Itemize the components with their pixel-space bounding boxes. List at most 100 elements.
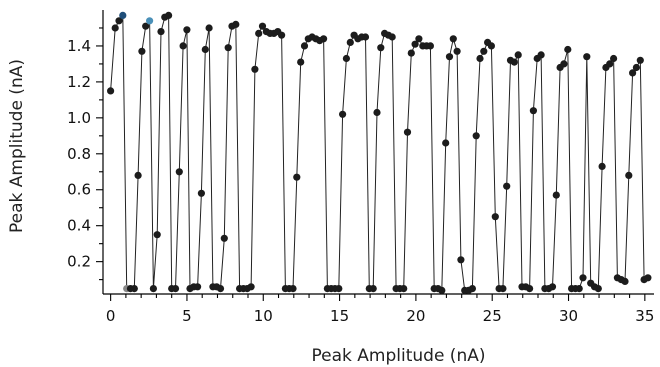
data-point	[636, 56, 644, 64]
data-point	[445, 53, 454, 61]
data-point	[468, 285, 476, 293]
y-tick-label: 0.8	[67, 145, 91, 163]
y-axis-title: Peak Amplitude (nA)	[7, 59, 27, 233]
data-point	[510, 58, 518, 66]
data-point	[438, 286, 446, 294]
data-point	[453, 47, 461, 55]
data-point	[487, 42, 495, 50]
data-point	[197, 189, 205, 197]
data-point	[632, 63, 641, 72]
data-point	[297, 58, 305, 66]
x-tick-label: 5	[182, 307, 192, 325]
data-point	[629, 69, 637, 77]
data-point	[107, 87, 115, 95]
data-point	[255, 29, 263, 37]
data-point	[537, 51, 545, 59]
data-point	[621, 277, 629, 285]
data-point	[598, 162, 606, 170]
x-tick-label: 15	[330, 307, 349, 325]
data-point	[403, 128, 412, 136]
data-point	[361, 33, 370, 41]
data-point	[201, 45, 209, 54]
data-point	[115, 17, 123, 25]
data-point	[220, 234, 228, 242]
data-point	[548, 283, 557, 291]
data-point	[320, 35, 328, 43]
data-point	[183, 26, 191, 34]
data-point	[644, 274, 652, 282]
data-point	[583, 53, 591, 61]
y-tick-label: 0.4	[67, 217, 91, 235]
data-point	[300, 42, 309, 50]
data-point	[369, 285, 377, 293]
data-point	[194, 283, 202, 291]
series-line	[110, 13, 649, 292]
data-point	[476, 54, 484, 63]
data-point	[388, 33, 396, 41]
data-point	[415, 35, 423, 43]
y-tick-label: 0.6	[67, 181, 91, 199]
data-point	[426, 42, 434, 50]
data-point	[457, 256, 465, 264]
data-point	[503, 182, 511, 190]
data-point	[146, 17, 154, 25]
data-point	[575, 285, 583, 293]
data-point	[339, 110, 347, 118]
data-point	[377, 44, 385, 52]
data-point	[442, 139, 450, 147]
data-point	[480, 47, 488, 55]
plot-area	[107, 11, 652, 294]
data-point	[514, 51, 522, 59]
data-point	[153, 231, 161, 239]
data-point	[171, 285, 180, 293]
data-point	[373, 108, 381, 117]
x-tick-label: 25	[483, 307, 502, 325]
data-point	[407, 49, 415, 57]
data-point	[179, 42, 187, 50]
data-point	[579, 274, 587, 282]
data-point	[610, 54, 618, 63]
data-point	[342, 54, 350, 63]
data-point	[258, 22, 267, 30]
data-point	[564, 45, 572, 54]
y-tick-label: 1.0	[67, 109, 91, 127]
y-tick-label: 1.2	[67, 73, 91, 91]
data-point	[278, 31, 286, 39]
data-point	[175, 168, 183, 176]
data-point	[224, 44, 232, 52]
data-point	[247, 283, 255, 291]
data-point	[526, 285, 534, 293]
data-point	[251, 65, 259, 73]
data-point	[552, 191, 560, 199]
data-point	[232, 20, 240, 28]
data-point	[606, 60, 614, 68]
data-point	[149, 285, 157, 293]
data-point	[119, 11, 127, 19]
data-point	[400, 285, 408, 293]
x-axis-ticks: 0 5 10 15 20 25 30 35	[106, 294, 654, 325]
data-point	[335, 285, 343, 293]
data-point	[138, 47, 146, 55]
data-point	[157, 28, 165, 36]
data-point	[293, 173, 301, 181]
y-axis-ticks: 0.2 0.4 0.6 0.8 1.0 1.2 1.4	[67, 27, 103, 281]
x-axis-title: Peak Amplitude (nA)	[312, 346, 486, 366]
x-tick-label: 10	[254, 307, 273, 325]
axes	[102, 10, 654, 295]
data-point	[560, 60, 568, 68]
data-point	[216, 285, 225, 293]
x-tick-label: 35	[635, 307, 654, 325]
x-tick-label: 0	[106, 307, 116, 325]
data-point	[449, 35, 457, 43]
data-point	[529, 107, 538, 115]
y-tick-label: 1.4	[67, 37, 91, 55]
data-point	[111, 24, 119, 32]
data-point	[472, 132, 480, 140]
data-point	[499, 285, 507, 293]
data-point	[142, 22, 150, 30]
y-tick-label: 0.2	[67, 253, 91, 271]
data-point	[346, 38, 354, 47]
data-point	[289, 285, 297, 293]
data-point	[205, 24, 213, 32]
